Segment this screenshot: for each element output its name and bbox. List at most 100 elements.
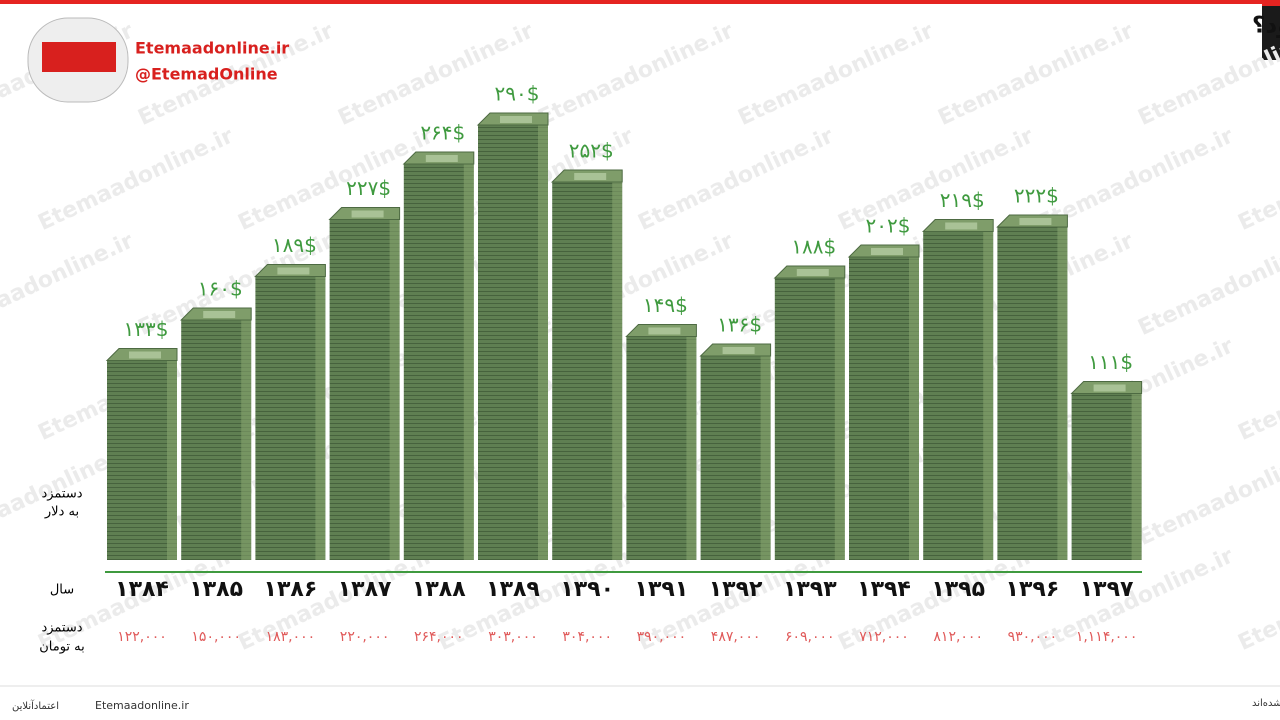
watermark: Etemaadonline.ir	[635, 124, 838, 236]
bar	[700, 356, 771, 560]
bar-edge	[760, 356, 771, 560]
watermark: Etemaadonline.ir	[1235, 334, 1280, 446]
toman-label: ۹۳۰,۰۰۰	[1008, 629, 1058, 645]
year-label: ۱۳۸۷	[338, 577, 392, 602]
bill	[500, 116, 532, 123]
bar	[329, 219, 400, 560]
watermark: Etemaadonline.ir	[0, 229, 137, 341]
toman-label: ۱,۱۱۴,۰۰۰	[1076, 629, 1138, 645]
bar	[774, 278, 845, 560]
year-label: ۱۳۹۲	[709, 577, 763, 602]
toman-label: ۸۱۲,۰۰۰	[933, 629, 983, 645]
toman-label: ۴۸۷,۰۰۰	[711, 629, 761, 645]
year-label: ۱۳۹۴	[857, 577, 911, 602]
bar	[478, 125, 548, 560]
year-label: ۱۳۸۸	[412, 577, 466, 602]
bar-edge	[167, 360, 177, 560]
watermark: Etemaadonline.ir	[1235, 124, 1280, 236]
value-label: ۲۲۲$	[1014, 184, 1059, 208]
logo-handle: @EtemadOnline	[135, 65, 278, 84]
bill	[945, 222, 978, 230]
dollar-row-label: به دلار	[44, 505, 79, 520]
bill	[796, 269, 829, 276]
bill	[277, 267, 310, 275]
bill	[648, 327, 681, 335]
value-label: ۱۴۹$	[643, 293, 688, 317]
logo-site: Etemaadonline.ir	[135, 39, 289, 58]
value-label: ۲۹۰$	[495, 82, 540, 106]
year-label: ۱۳۹۷	[1080, 577, 1134, 602]
bar-edge	[389, 219, 400, 560]
bar-edge	[612, 182, 623, 560]
bar-edge	[834, 278, 845, 560]
toman-row-label: به تومان	[39, 640, 85, 655]
toman-label: ۳۰۳,۰۰۰	[488, 629, 538, 645]
bill	[425, 155, 458, 162]
bar-edge	[538, 125, 548, 560]
bar	[849, 257, 919, 560]
value-label: ۱۸۹$	[272, 233, 317, 257]
value-label: ۲۵۲$	[569, 139, 614, 163]
bar-edge	[1057, 227, 1068, 560]
value-label: ۲۱۹$	[940, 188, 985, 212]
watermark: Etemaadonline.ir	[935, 19, 1138, 131]
toman-label: ۳۹۰,۰۰۰	[637, 629, 687, 645]
toman-label: ۶۰۹,۰۰۰	[785, 629, 835, 645]
watermark: Etemaadonline.ir	[735, 19, 938, 131]
bill	[722, 347, 755, 354]
bar	[107, 360, 177, 560]
year-label: ۱۳۹۰	[560, 577, 614, 602]
bill	[351, 210, 384, 218]
toman-label: ۲۶۴,۰۰۰	[414, 629, 464, 645]
watermark: Etemaadonline.ir	[1135, 439, 1280, 551]
bar	[1071, 393, 1142, 560]
value-label: ۲۶۴$	[420, 121, 465, 145]
watermark: Etemaadonline.ir	[35, 124, 238, 236]
year-label: ۱۳۸۹	[486, 577, 540, 602]
year-label: ۱۳۹۳	[783, 577, 837, 602]
footer-brand: اعتمادآنلاین	[12, 699, 59, 712]
watermark: Etemaadonline.ir	[535, 19, 738, 131]
year-row-label: سال	[50, 583, 74, 598]
year-label: ۱۳۸۴	[115, 577, 169, 602]
bill	[1093, 384, 1126, 392]
logo-mark	[42, 42, 116, 72]
corner-tab	[1262, 0, 1280, 60]
bill	[871, 248, 903, 255]
bar-edge	[463, 164, 474, 560]
bar	[997, 227, 1068, 560]
bar-edge	[909, 257, 919, 560]
bar-edge	[686, 336, 697, 560]
bar-edge	[315, 276, 326, 560]
value-label: ۱۶۰$	[198, 277, 243, 301]
bar	[552, 182, 623, 560]
title: حداقل حقوق کارگران ایرانی به دلار چقدر م…	[1252, 12, 1280, 39]
bar	[923, 231, 994, 560]
toman-label: ۱۲۲,۰۰۰	[117, 629, 167, 645]
year-label: ۱۳۹۱	[635, 577, 689, 602]
watermark: Etemaadonline.ir	[1135, 229, 1280, 341]
toman-label: ۷۱۲,۰۰۰	[859, 629, 909, 645]
footer-source: منبع داده: همشهری / براساس تقسیم حداقل ح…	[1252, 696, 1280, 709]
value-label: ۱۳۳$	[124, 317, 169, 341]
bill	[574, 173, 607, 180]
watermark: Etemaadonline.ir	[1235, 544, 1280, 656]
bar	[626, 336, 697, 560]
bill	[203, 311, 236, 318]
value-label: ۱۱۱$	[1088, 350, 1133, 374]
toman-label: ۲۲۰,۰۰۰	[340, 629, 390, 645]
bar	[403, 164, 474, 560]
dollar-row-label: دستمزد	[41, 487, 82, 502]
bar-edge	[241, 320, 252, 560]
year-label: ۱۳۸۵	[189, 577, 243, 602]
value-label: ۱۸۸$	[791, 235, 836, 259]
toman-label: ۳۰۴,۰۰۰	[562, 629, 612, 645]
value-label: ۲۲۷$	[346, 176, 391, 200]
year-label: ۱۳۸۶	[264, 577, 318, 602]
year-label: ۱۳۹۵	[931, 577, 985, 602]
bar	[255, 276, 326, 560]
value-label: ۱۳۶$	[717, 313, 762, 337]
top-rule	[0, 0, 1280, 4]
toman-row-label: دستمزد	[41, 621, 82, 636]
